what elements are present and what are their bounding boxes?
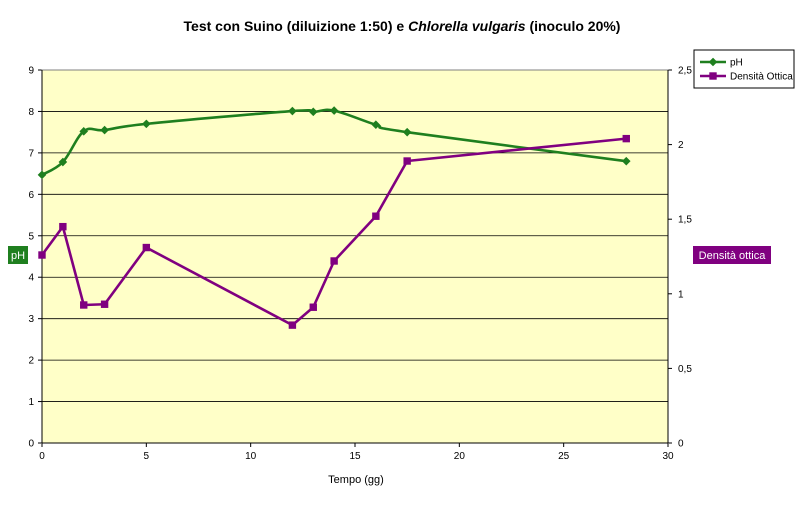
chart-title-italic: Chlorella vulgaris	[408, 18, 526, 34]
x-tick-label-5: 25	[558, 451, 570, 462]
series-0-point-3	[100, 125, 109, 135]
x-tick-labels: 0 5 10 15 20 25 30	[39, 451, 674, 462]
y-tick-label-9: 9	[28, 66, 34, 77]
x-tick-label-0: 0	[39, 451, 45, 462]
chart-title-part1: Test con Suino (diluizione 1:50) e	[184, 18, 409, 34]
x-tick-label-6: 30	[662, 451, 674, 462]
series-1-point-9	[403, 157, 411, 165]
series-0-point-8	[371, 120, 381, 130]
series-1-point-4	[142, 243, 151, 252]
y2-tick-label-4: 2	[678, 140, 684, 151]
y2-tick-label-3: 1,5	[678, 215, 692, 226]
y-tick-label-4: 4	[28, 273, 34, 284]
legend-entry-0: pH	[700, 58, 743, 69]
series-1-point-7	[330, 257, 338, 265]
x-axis-title: Tempo (gg)	[328, 474, 384, 486]
y-axis-title: pH	[11, 250, 25, 262]
y2-axis-title-badge: Densità ottica	[693, 246, 771, 264]
series-layer	[37, 106, 631, 329]
y-tick-labels: 0 1 2 3 4 5 6 7 8 9	[28, 66, 34, 450]
x-tick-label-4: 20	[454, 451, 466, 462]
chart-title-part2: (inoculo 20%)	[526, 18, 621, 34]
legend-label-1: Densità Ottica	[730, 72, 793, 83]
y2-tick-label-0: 0	[678, 439, 684, 450]
y-tick-label-7: 7	[28, 148, 34, 159]
y2-tick-label-1: 0,5	[678, 364, 692, 375]
series-0-point-6	[308, 107, 318, 117]
y-tick-label-3: 3	[28, 314, 34, 325]
y-axis-title-bg	[8, 246, 28, 264]
series-0-point-9	[402, 127, 412, 137]
series-1-point-2	[80, 301, 88, 309]
legend-box	[693, 49, 795, 89]
y-tick-label-0: 0	[28, 439, 34, 450]
series-0-point-1	[58, 157, 68, 167]
series-1-point-10	[622, 134, 630, 143]
series-0-point-5	[288, 106, 297, 116]
series-0-point-10	[621, 156, 631, 166]
y-tick-label-8: 8	[28, 107, 34, 118]
y-tick-label-2: 2	[28, 356, 34, 367]
legend-label-0: pH	[730, 58, 743, 69]
series-0-point-7	[329, 106, 339, 115]
y2-tick-label-5: 2,5	[678, 66, 692, 77]
series-1-point-3	[100, 300, 109, 308]
series-0-point-4	[142, 119, 151, 129]
x-tick-label-3: 15	[349, 451, 361, 462]
series-0-point-2	[79, 127, 89, 136]
y-tick-label-5: 5	[28, 231, 34, 242]
y-tick-label-1: 1	[28, 397, 34, 408]
legend-marker-0	[708, 57, 718, 67]
series-1-point-5	[288, 321, 297, 329]
plot-area	[42, 70, 668, 443]
axes	[38, 69, 672, 447]
legend-marker-1	[709, 72, 717, 80]
chart-title: Test con Suino (diluizione 1:50) e Chlor…	[184, 18, 621, 34]
y-tick-label-6: 6	[28, 190, 34, 201]
y2-axis-title: Densità ottica	[699, 250, 767, 262]
x-tick-label-2: 10	[245, 451, 257, 462]
x-tick-label-1: 5	[144, 451, 150, 462]
y2-axis-title-bg	[693, 246, 771, 264]
series-1-point-0	[38, 251, 46, 259]
series-1-point-6	[309, 303, 317, 311]
series-0	[37, 106, 631, 180]
series-1-point-8	[372, 212, 380, 220]
legend: pH Densità Ottica	[693, 49, 795, 89]
y-axis-title-badge: pH	[8, 246, 28, 264]
series-0-point-0	[37, 170, 47, 180]
series-1	[38, 134, 630, 329]
y2-tick-label-2: 1	[678, 289, 684, 300]
legend-entry-1: Densità Ottica	[700, 72, 793, 83]
y2-tick-labels: 0 0,5 1 1,5 2 2,5	[678, 66, 692, 450]
series-1-point-1	[59, 222, 67, 231]
